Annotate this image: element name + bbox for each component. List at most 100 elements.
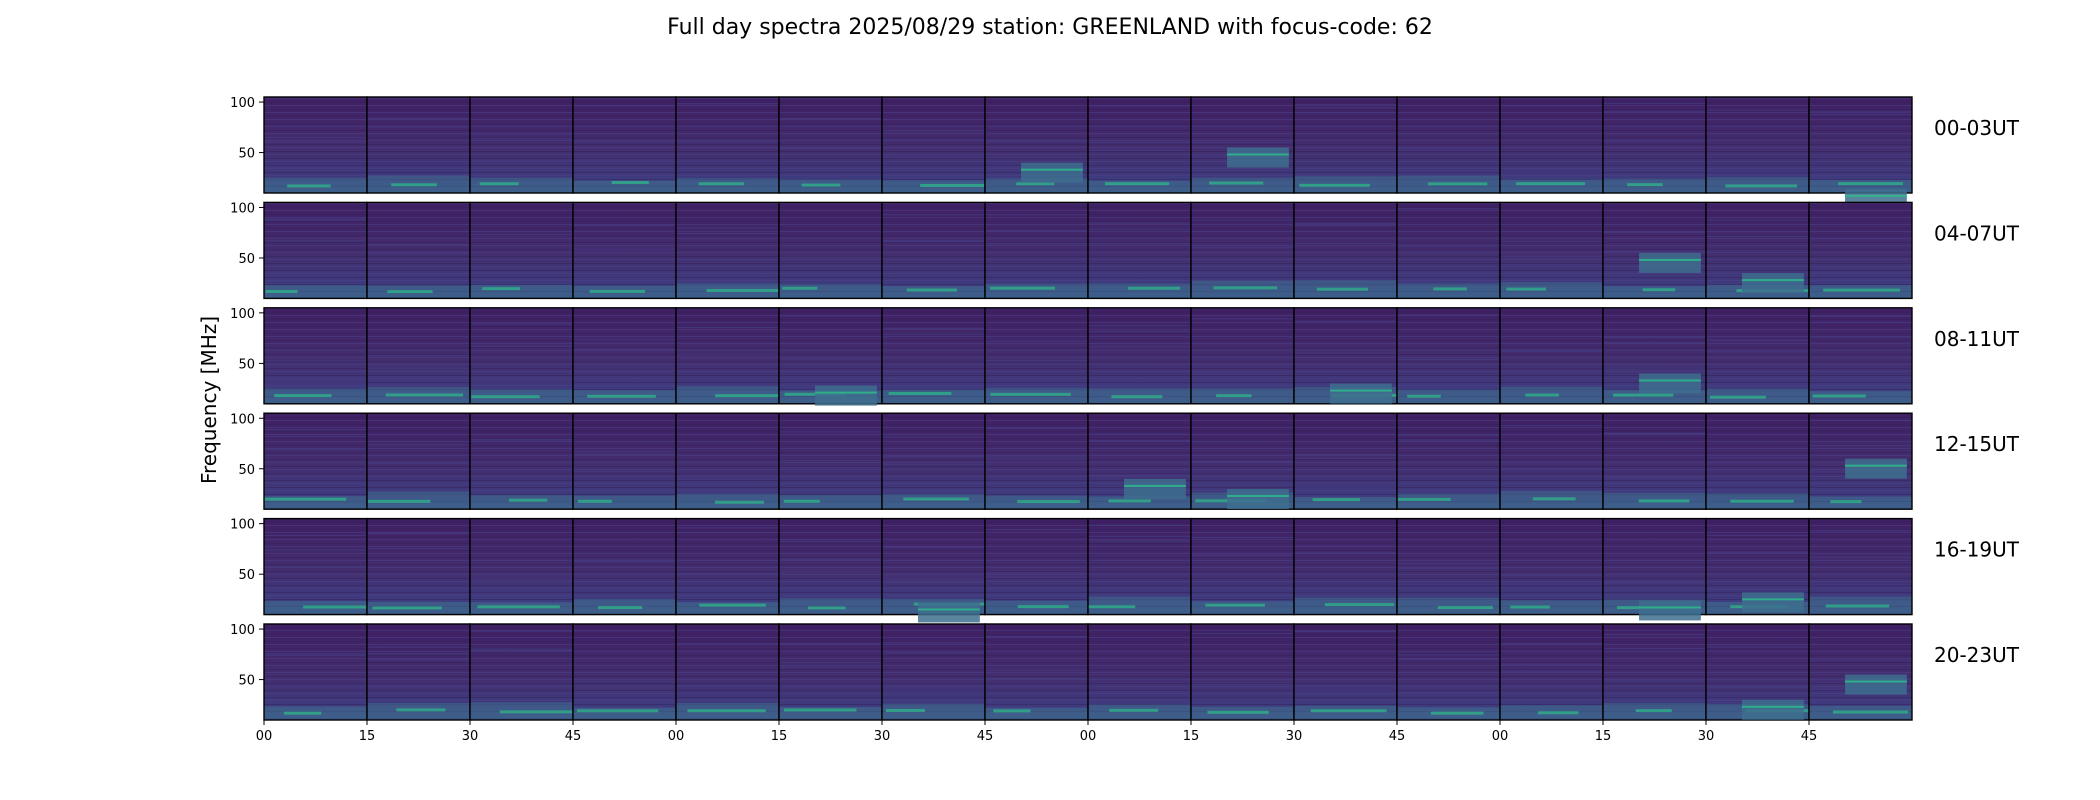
spectrum-panel: [1396, 96, 1501, 194]
rfi-line: [264, 428, 367, 431]
rfi-line: [1294, 352, 1397, 354]
emission-line: [699, 603, 766, 607]
spectrum-panel: [778, 96, 883, 194]
panel-texture: [985, 624, 1088, 720]
panel-texture: [573, 202, 676, 299]
rfi-line: [470, 266, 573, 268]
rfi-line: [1706, 482, 1809, 484]
rfi-line: [1809, 419, 1912, 421]
emission-line: [587, 394, 656, 398]
spectrum-panel: [263, 623, 368, 721]
rfi-line: [676, 531, 779, 534]
panel-texture: [264, 202, 367, 299]
rfi-line: [1294, 453, 1397, 456]
rfi-line: [1294, 689, 1397, 691]
x-tick-label: 15: [771, 729, 788, 744]
rfi-line: [367, 532, 470, 535]
rfi-line: [1294, 225, 1397, 227]
emission-line: [1427, 182, 1488, 186]
rfi-line: [264, 360, 367, 362]
rfi-line: [985, 576, 1088, 578]
spectrum-panel: [1808, 201, 1913, 300]
rfi-line: [1191, 699, 1294, 701]
x-tick-label: 30: [1698, 729, 1715, 744]
noise-band: [985, 388, 1088, 404]
spectrum-panel: [1293, 412, 1398, 510]
panel-texture: [1397, 413, 1500, 510]
rfi-line: [1706, 457, 1809, 459]
rfi-line: [985, 677, 1088, 680]
panel-texture: [573, 97, 676, 193]
spectrum-panel: [1602, 201, 1707, 300]
panel-texture: [1088, 202, 1191, 299]
rfi-line: [1500, 461, 1603, 463]
rfi-line: [264, 566, 367, 568]
rfi-line: [470, 234, 573, 236]
panel-texture: [1809, 202, 1912, 299]
rfi-line: [1191, 554, 1294, 556]
noise-band: [1191, 177, 1294, 193]
emission-line: [687, 709, 766, 713]
spectrum-panel: [1293, 96, 1398, 194]
rfi-line: [779, 466, 882, 469]
noise-band: [1088, 283, 1191, 299]
emission-line: [1017, 605, 1069, 609]
rfi-line: [1706, 154, 1809, 156]
panel-texture: [985, 307, 1088, 404]
spectrum-panel: [1705, 412, 1810, 510]
y-axis-label: Frequency [MHz]: [197, 316, 221, 484]
y-tick-label: 50: [238, 252, 255, 267]
rfi-line: [573, 159, 676, 161]
rfi-line: [573, 277, 676, 279]
spectrum-panel: [1499, 517, 1604, 616]
rfi-line: [1397, 314, 1500, 316]
noise-band: [1088, 596, 1191, 615]
rfi-line: [1397, 434, 1500, 437]
spectrum-panel: [366, 517, 471, 616]
rfi-line: [1603, 111, 1706, 113]
rfi-line: [882, 156, 985, 158]
emission-line: [1506, 287, 1546, 291]
spectrum-panel: [675, 96, 780, 194]
noise-band: [1088, 704, 1191, 720]
panel-texture: [470, 518, 573, 615]
rfi-line: [367, 653, 470, 655]
emission-block: [1742, 699, 1804, 720]
panel-texture: [1088, 97, 1191, 193]
x-tick-label: 00: [256, 729, 273, 744]
spectrum-row: 50 100 04-07UT: [230, 201, 2020, 300]
x-tick-label: 30: [1286, 729, 1303, 744]
rfi-line: [882, 456, 985, 458]
noise-band: [985, 283, 1088, 299]
rfi-line: [1500, 349, 1603, 351]
y-tick-label: 50: [238, 568, 255, 583]
rfi-line: [1397, 359, 1500, 361]
emission-block-line: [1639, 606, 1701, 609]
noise-band: [1809, 285, 1912, 299]
emission-block-line: [1845, 194, 1907, 197]
x-tick-label: 00: [1492, 729, 1509, 744]
rfi-line: [1191, 373, 1294, 375]
rfi-line: [1191, 460, 1294, 463]
rfi-line: [1809, 315, 1912, 317]
emission-line: [1838, 182, 1904, 186]
rfi-line: [1294, 377, 1397, 379]
noise-band: [573, 180, 676, 193]
rfi-line: [1603, 432, 1706, 434]
rfi-line: [1500, 467, 1603, 469]
rfi-line: [676, 684, 779, 686]
emission-line: [903, 497, 969, 501]
rfi-line: [779, 358, 882, 360]
spectrum-panel: [469, 412, 574, 510]
emission-line: [479, 182, 519, 186]
rfi-line: [779, 571, 882, 573]
spectrum-panel: [1190, 307, 1295, 405]
rfi-line: [367, 243, 470, 245]
emission-line: [589, 289, 646, 293]
rfi-line: [1088, 228, 1191, 230]
x-tick-label: 00: [668, 729, 685, 744]
panel-texture: [676, 518, 779, 615]
spectrum-panel: [1087, 517, 1192, 616]
rfi-line: [985, 359, 1088, 362]
noise-band: [367, 703, 470, 720]
